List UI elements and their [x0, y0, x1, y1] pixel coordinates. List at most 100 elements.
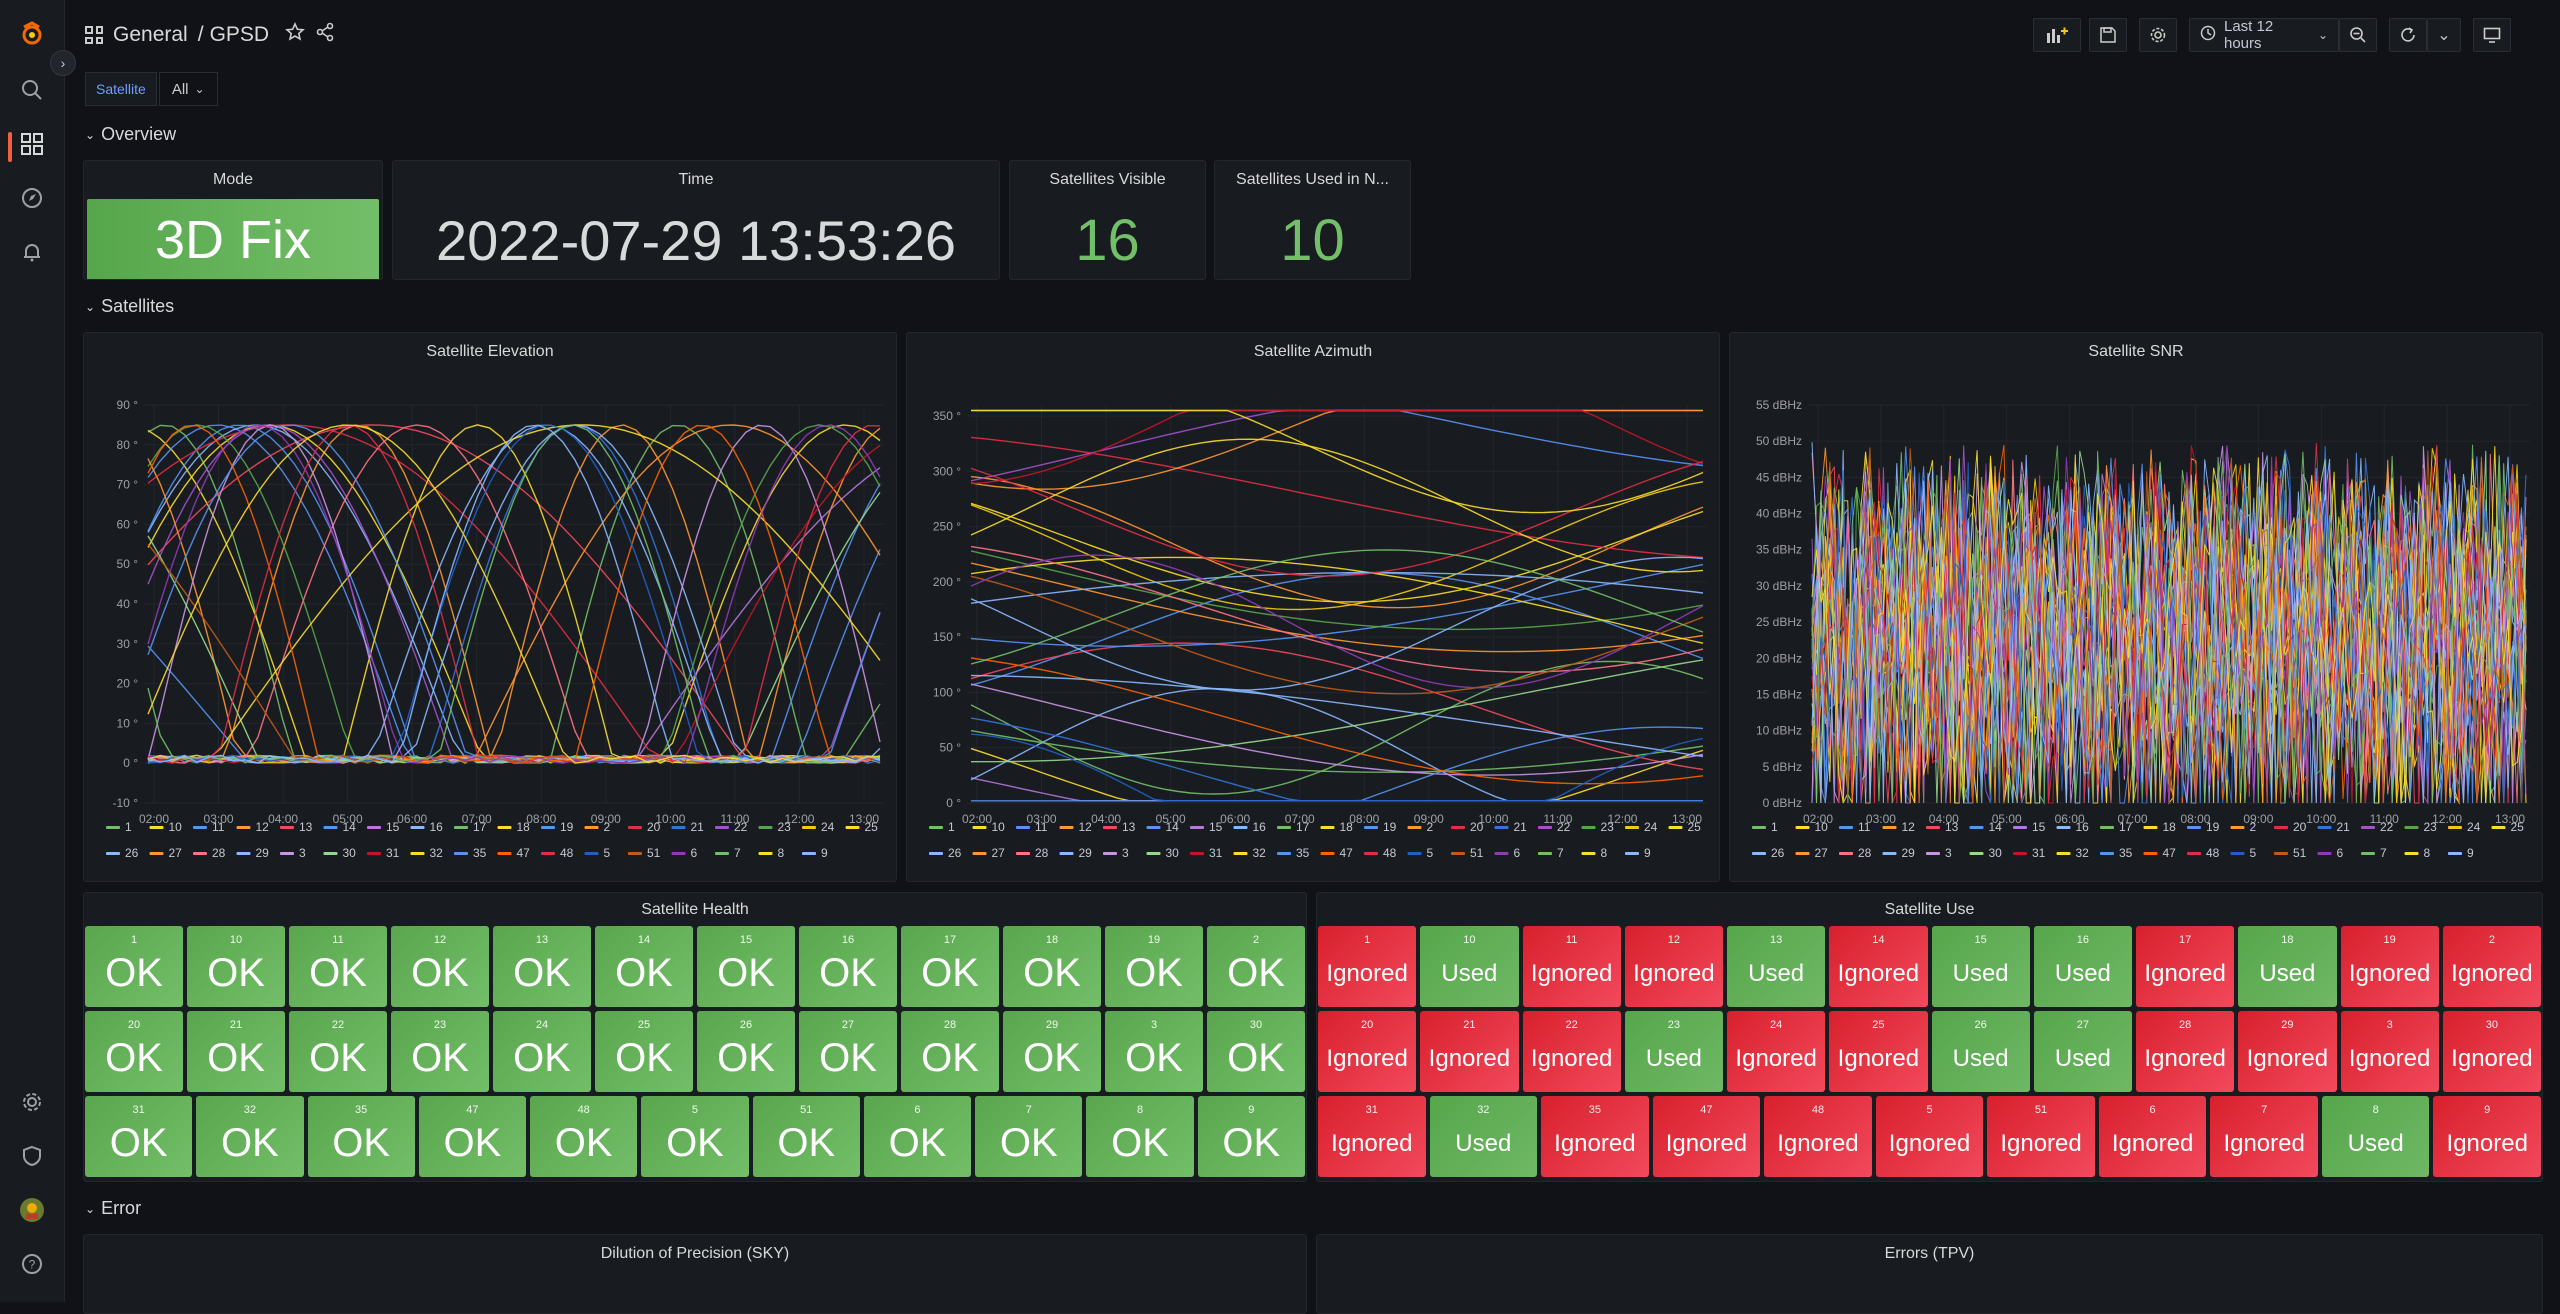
legend-label-28[interactable]: 28 — [212, 846, 226, 860]
health-tile-9[interactable]: 9 OK — [1197, 1096, 1305, 1177]
series-line-26[interactable] — [147, 424, 881, 764]
series-line-15[interactable] — [970, 777, 1703, 802]
row-satellites[interactable]: ⌄ Satellites — [85, 296, 174, 317]
use-tile-31[interactable]: 31 Ignored — [1318, 1096, 1426, 1177]
legend-label-30[interactable]: 30 — [1989, 846, 2003, 860]
use-tile-24[interactable]: 24 Ignored — [1727, 1011, 1826, 1092]
use-tile-21[interactable]: 21 Ignored — [1420, 1011, 1519, 1092]
health-tile-30[interactable]: 30 OK — [1207, 1011, 1305, 1092]
health-tile-24[interactable]: 24 OK — [493, 1011, 591, 1092]
series-line-47[interactable] — [1811, 444, 2527, 804]
series-line-29[interactable] — [970, 556, 1704, 691]
legend-label-30[interactable]: 30 — [1166, 846, 1180, 860]
legend-label-51[interactable]: 51 — [1470, 846, 1484, 860]
grafana-logo-icon[interactable] — [16, 18, 48, 50]
use-tile-51[interactable]: 51 Ignored — [1987, 1096, 2095, 1177]
series-line-10[interactable] — [147, 424, 881, 764]
use-tile-47[interactable]: 47 Ignored — [1652, 1096, 1761, 1177]
legend-label-8[interactable]: 8 — [1601, 846, 1608, 860]
legend-label-47[interactable]: 47 — [517, 846, 531, 860]
series-line-6[interactable] — [1811, 445, 2527, 804]
legend-label-16[interactable]: 16 — [430, 820, 444, 834]
legend-label-48[interactable]: 48 — [1383, 846, 1397, 860]
use-tile-15[interactable]: 15 Used — [1931, 926, 2030, 1007]
use-tile-28[interactable]: 28 Ignored — [2136, 1011, 2235, 1092]
legend-label-21[interactable]: 21 — [2337, 820, 2351, 834]
health-tile-2[interactable]: 2 OK — [1207, 926, 1305, 1007]
series-line-30[interactable] — [147, 491, 881, 764]
series-line-1[interactable] — [970, 729, 1704, 773]
use-tile-2[interactable]: 2 Ignored — [2442, 926, 2541, 1007]
legend-label-12[interactable]: 12 — [256, 820, 270, 834]
legend-label-51[interactable]: 51 — [647, 846, 661, 860]
legend-label-17[interactable]: 17 — [473, 820, 487, 834]
series-line-48[interactable] — [970, 460, 1704, 577]
use-tile-3[interactable]: 3 Ignored — [2340, 1011, 2439, 1092]
stat-panel-satellite-health[interactable]: Satellite Health 1 OK 10 OK 11 OK 12 OK 13 OK 14 OK… — [83, 892, 1307, 1182]
legend-label-10[interactable]: 10 — [992, 820, 1006, 834]
series-line-6[interactable] — [147, 424, 881, 764]
legend-label-11[interactable]: 11 — [1035, 820, 1048, 834]
legend-label-26[interactable]: 26 — [948, 846, 962, 860]
legend-label-25[interactable]: 25 — [1688, 820, 1702, 834]
series-line-18[interactable] — [970, 502, 1704, 603]
legend-label-9[interactable]: 9 — [821, 846, 828, 860]
dashboard-settings-gear-icon[interactable] — [2139, 18, 2177, 52]
legend-label-29[interactable]: 29 — [256, 846, 270, 860]
configuration-gear-icon[interactable] — [16, 1086, 48, 1118]
series-line-28[interactable] — [1811, 452, 2527, 804]
series-line-24[interactable] — [970, 481, 1704, 611]
series-line-47[interactable] — [147, 424, 881, 764]
use-tile-16[interactable]: 16 Used — [2033, 926, 2132, 1007]
help-icon[interactable]: ? — [16, 1248, 48, 1280]
panel-dilution-of-precision[interactable]: Dilution of Precision (SKY) — [83, 1234, 1307, 1314]
legend-label-7[interactable]: 7 — [1557, 846, 1564, 860]
series-line-31[interactable] — [970, 409, 1704, 485]
series-line-22[interactable] — [147, 424, 881, 764]
legend-label-27[interactable]: 27 — [992, 846, 1006, 860]
legend-label-20[interactable]: 20 — [1470, 820, 1484, 834]
series-line-2[interactable] — [970, 562, 1704, 653]
health-tile-17[interactable]: 17 OK — [901, 926, 999, 1007]
series-line-1[interactable] — [147, 424, 881, 764]
legend-label-24[interactable]: 24 — [821, 820, 835, 834]
health-tile-3[interactable]: 3 OK — [1105, 1011, 1203, 1092]
series-line-8[interactable] — [1811, 446, 2527, 804]
use-tile-20[interactable]: 20 Ignored — [1318, 1011, 1417, 1092]
series-line-9[interactable] — [1811, 454, 2527, 804]
legend-label-22[interactable]: 22 — [1557, 820, 1571, 834]
health-tile-6[interactable]: 6 OK — [863, 1096, 972, 1177]
legend-label-8[interactable]: 8 — [778, 846, 785, 860]
legend-label-15[interactable]: 15 — [2032, 820, 2046, 834]
legend-label-2[interactable]: 2 — [1427, 820, 1434, 834]
legend-label-26[interactable]: 26 — [1771, 846, 1785, 860]
azimuth-chart[interactable]: 350 ° 300 ° 250 ° 200 ° 150 ° 100 ° 50 ° 0 °02:… — [907, 363, 1720, 882]
legend-label-32[interactable]: 32 — [2076, 846, 2090, 860]
legend-label-35[interactable]: 35 — [2119, 846, 2133, 860]
sidebar-expand-button[interactable]: › — [50, 50, 76, 76]
legend-label-15[interactable]: 15 — [386, 820, 400, 834]
use-tile-12[interactable]: 12 Ignored — [1624, 926, 1723, 1007]
use-tile-6[interactable]: 6 Ignored — [2098, 1096, 2207, 1177]
legend-label-48[interactable]: 48 — [2206, 846, 2220, 860]
stat-panel-satellites-visible[interactable]: Satellites Visible 16 — [1009, 160, 1206, 280]
series-line-11[interactable] — [970, 572, 1704, 686]
explore-icon[interactable] — [16, 182, 48, 214]
series-line-10[interactable] — [970, 747, 1704, 802]
timeseries-panel-snr[interactable]: Satellite SNR 55 dBHz 50 dBHz 45 dBHz 40 dB… — [1729, 332, 2543, 882]
legend-label-14[interactable]: 14 — [1989, 820, 2003, 834]
series-line-19[interactable] — [971, 409, 1704, 467]
legend-label-19[interactable]: 19 — [560, 820, 574, 834]
legend-label-2[interactable]: 2 — [604, 820, 611, 834]
series-line-28[interactable] — [147, 424, 881, 764]
legend-label-16[interactable]: 16 — [1253, 820, 1267, 834]
legend-label-17[interactable]: 17 — [1296, 820, 1310, 834]
legend-label-30[interactable]: 30 — [343, 846, 357, 860]
health-tile-7[interactable]: 7 OK — [975, 1096, 1083, 1177]
legend-label-13[interactable]: 13 — [1122, 820, 1136, 834]
legend-label-47[interactable]: 47 — [2163, 846, 2177, 860]
legend-label-11[interactable]: 11 — [1858, 820, 1871, 834]
use-tile-9[interactable]: 9 Ignored — [2433, 1096, 2542, 1177]
stat-panel-time[interactable]: Time 2022-07-29 13:53:26 — [392, 160, 1000, 280]
server-admin-shield-icon[interactable] — [16, 1140, 48, 1172]
